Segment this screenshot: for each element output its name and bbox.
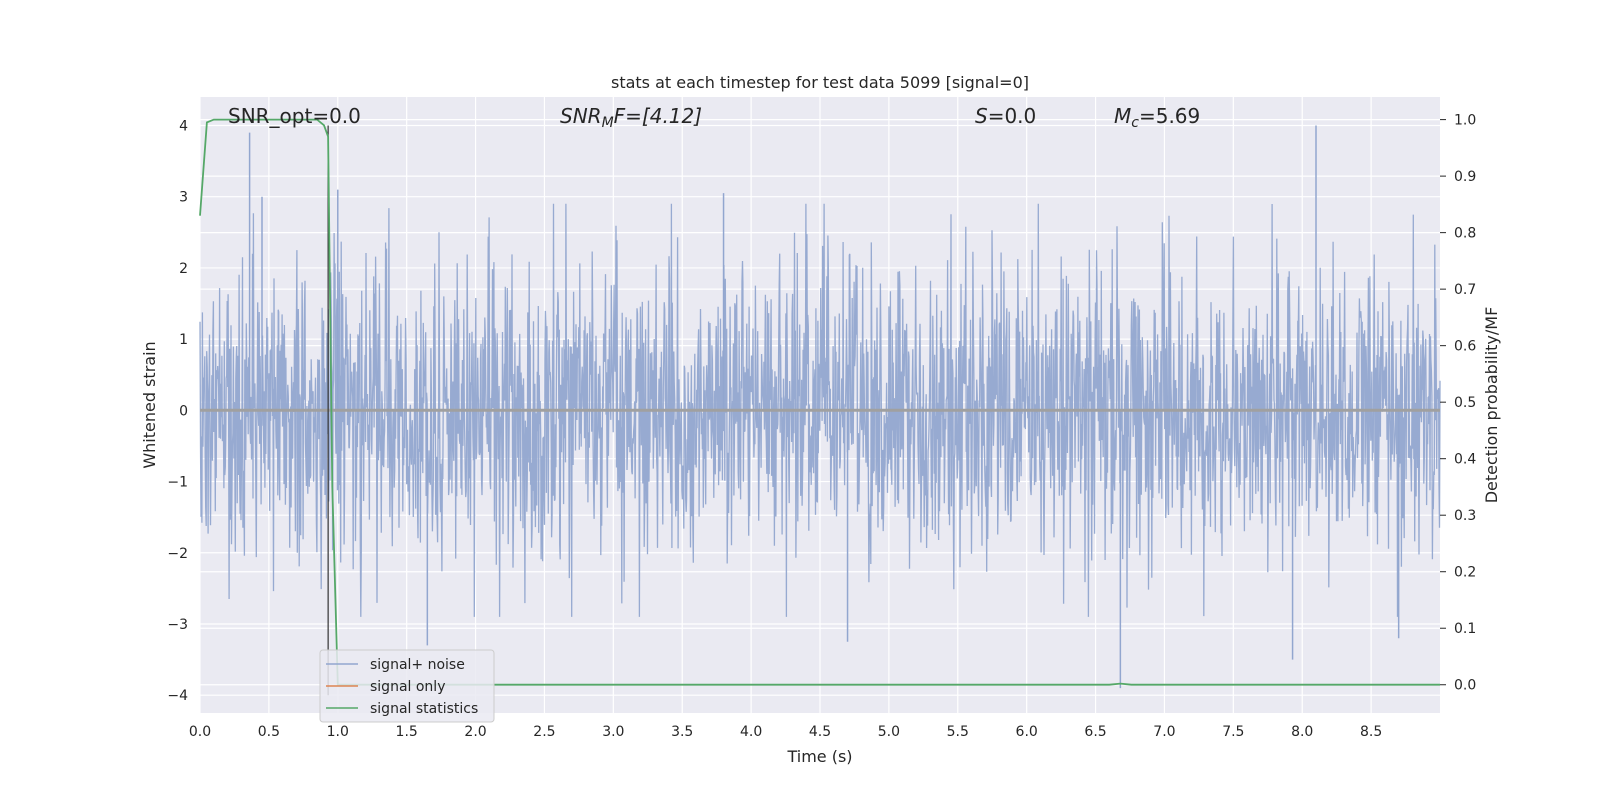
x-tick-label: 7.0 — [1153, 724, 1175, 740]
y-tick-label: −2 — [167, 546, 188, 562]
y-right-tick-label: 0.9 — [1454, 169, 1476, 185]
y-tick-label: −1 — [167, 475, 188, 491]
annotation-snr-mf-rest: F=[4.12] — [614, 104, 702, 128]
annotation-snr-mf: SNRMF=[4.12] — [560, 104, 702, 131]
x-tick-label: 0.0 — [189, 724, 211, 740]
annotation-s-main: S — [975, 104, 988, 128]
x-tick-label: 3.0 — [602, 724, 624, 740]
legend-label-signal-statistics: signal statistics — [370, 701, 478, 717]
y-tick-label: 2 — [179, 261, 188, 277]
y-tick-label: 0 — [179, 403, 188, 419]
annotation-snr-mf-main: SNR — [560, 104, 602, 128]
y-right-tick-label: 0.6 — [1454, 339, 1476, 355]
axes: 0.0 0.5 1.0 1.5 2.0 2.5 3.0 3.5 4.0 4.5 5.0 5.5 6.0 6… — [167, 113, 1476, 740]
y-axis-label-right: Detection probability/MF — [1482, 307, 1501, 504]
annotation-mc-sub: c — [1131, 115, 1139, 131]
x-tick-label: 7.5 — [1222, 724, 1244, 740]
x-tick-label: 5.0 — [878, 724, 900, 740]
x-tick-label: 8.0 — [1291, 724, 1313, 740]
x-tick-label: 5.5 — [947, 724, 969, 740]
x-tick-label: 3.5 — [671, 724, 693, 740]
x-tick-label: 1.5 — [396, 724, 418, 740]
legend-box — [319, 649, 495, 723]
x-tick-label: 6.5 — [1084, 724, 1106, 740]
y-right-tick-label: 0.7 — [1454, 282, 1476, 298]
annotation-s-rest: =0.0 — [988, 104, 1037, 128]
annotation-snr-opt: SNR_opt=0.0 — [228, 104, 361, 128]
y-right-tick-label: 1.0 — [1454, 113, 1476, 129]
annotation-snr-mf-sub: M — [602, 115, 614, 131]
y-right-tick-label: 0.1 — [1454, 621, 1476, 637]
y-tick-label: −4 — [167, 688, 188, 704]
series-signal-noise — [199, 125, 1441, 689]
y-right-tick-label: 0.5 — [1454, 395, 1476, 411]
x-tick-label: 2.5 — [533, 724, 555, 740]
x-tick-label: 6.0 — [1016, 724, 1038, 740]
series-signal-noise-line — [199, 203, 1441, 617]
y-right-tick-label: 0.3 — [1454, 508, 1476, 524]
x-tick-label: 0.5 — [258, 724, 280, 740]
x-tick-label: 1.0 — [327, 724, 349, 740]
y-right-tick-label: 0.2 — [1454, 565, 1476, 581]
x-tick-label: 4.5 — [809, 724, 831, 740]
y-right-tick-label: 0.8 — [1454, 226, 1476, 242]
legend-label-signal-only: signal only — [370, 679, 445, 695]
y-right-tick-label: 0.0 — [1454, 678, 1476, 694]
annotation-mc-main: M — [1114, 104, 1131, 128]
y-tick-label: −3 — [167, 617, 188, 633]
annotation-mc-rest: =5.69 — [1139, 104, 1200, 128]
y-axis-label: Whitened strain — [140, 341, 159, 468]
x-tick-label: 8.5 — [1360, 724, 1382, 740]
annotation-mc: Mc=5.69 — [1114, 104, 1200, 131]
y-tick-label: 4 — [179, 118, 188, 134]
legend: signal+ noise signal only signal statist… — [319, 649, 495, 723]
x-tick-label: 2.0 — [464, 724, 486, 740]
chart-title: stats at each timestep for test data 509… — [611, 73, 1029, 92]
x-axis-label: Time (s) — [786, 747, 852, 766]
x-tick-label: 4.0 — [740, 724, 762, 740]
legend-label-signal-noise: signal+ noise — [370, 657, 465, 673]
annotation-s: S=0.0 — [975, 104, 1036, 128]
y-right-tick-label: 0.4 — [1454, 452, 1476, 468]
y-tick-label: 1 — [179, 332, 188, 348]
y-tick-label: 3 — [179, 190, 188, 206]
